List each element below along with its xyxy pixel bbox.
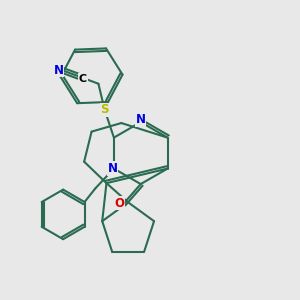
- Text: N: N: [136, 113, 146, 126]
- Text: N: N: [54, 64, 64, 76]
- Text: S: S: [100, 103, 109, 116]
- Text: C: C: [79, 74, 87, 84]
- Text: N: N: [108, 162, 118, 175]
- Text: O: O: [115, 197, 125, 210]
